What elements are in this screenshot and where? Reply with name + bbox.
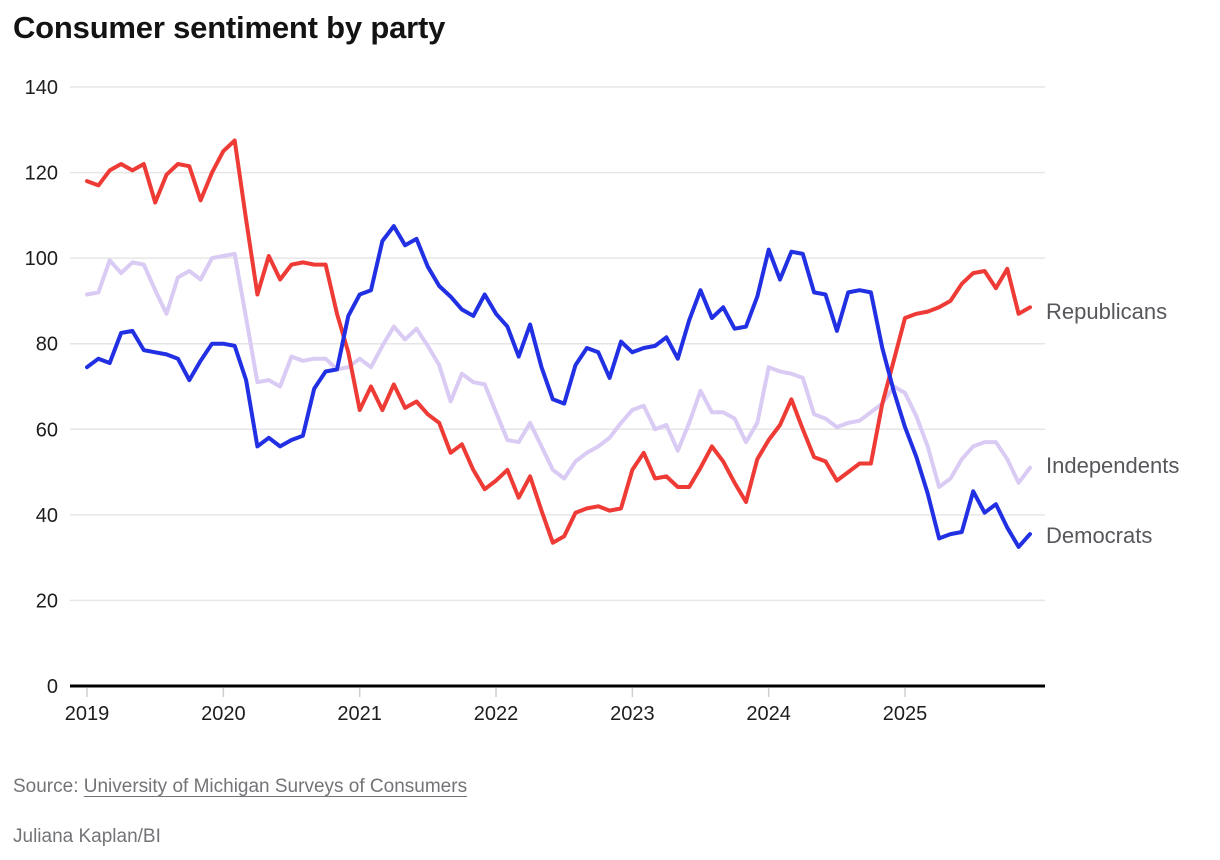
series-line-republicans: [85, 138, 1032, 545]
x-axis-tick-label: 2020: [201, 703, 246, 725]
chart-title: Consumer sentiment by party: [13, 10, 446, 45]
y-axis-tick-label: 80: [36, 334, 58, 356]
source-link[interactable]: University of Michigan Surveys of Consum…: [83, 776, 468, 797]
y-axis-tick-label: 120: [25, 163, 58, 185]
x-axis-tick-label: 2021: [337, 703, 382, 725]
x-axis-tick-label: 2022: [474, 703, 519, 725]
series-line-democrats: [85, 224, 1032, 549]
y-axis-tick-label: 100: [25, 248, 58, 270]
y-axis-tick-label: 40: [36, 505, 58, 527]
x-axis-tick-label: 2023: [610, 703, 655, 725]
series-label-republicans: Republicans: [1046, 299, 1168, 324]
series-line-independents: [85, 251, 1032, 489]
y-axis-tick-label: 60: [36, 419, 58, 441]
x-axis-tick-label: 2024: [746, 703, 791, 725]
y-axis-tick-label: 0: [47, 676, 58, 698]
line-chart: 0 20 40 60 80 100 120 140 2019 2020 2021 2022 2023 20…: [25, 77, 1045, 725]
series-label-independents: Independents: [1046, 453, 1180, 478]
x-axis-tick-label: 2019: [65, 703, 110, 725]
source-prefix: Source:: [13, 776, 79, 797]
credit: Juliana Kaplan/BI: [13, 826, 161, 847]
x-axis-tick-label: 2025: [883, 703, 928, 725]
series-label-democrats: Democrats: [1046, 523, 1153, 548]
y-axis-tick-label: 140: [25, 77, 58, 99]
y-axis-tick-label: 20: [36, 590, 58, 612]
source-line: Source: University of Michigan Surveys o…: [13, 776, 467, 798]
